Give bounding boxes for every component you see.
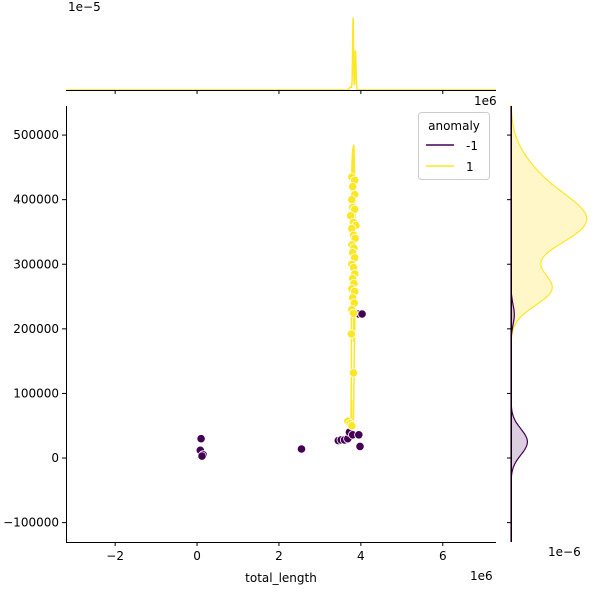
legend-label-1: 1 [466,160,474,174]
x-tick-label: 6 [439,549,447,563]
x-tick-label: 4 [357,549,365,563]
legend-label-neg1: -1 [466,139,478,153]
y-tick-label: 500000 [13,128,59,142]
scatter-point-1 [346,329,356,339]
top-marginal-plot: 1e−5 [66,0,496,94]
scatter-point-1 [347,421,357,431]
legend: anomaly -1 1 [418,112,490,180]
right-marginal-ticks [507,134,511,524]
right-marginal-density-fill-1 [510,104,588,542]
y-tick-label: 100000 [13,386,59,400]
scatter-point-1 [350,204,360,214]
y-tick-label: 0 [51,451,59,465]
scatter-point-neg1 [355,441,365,451]
right-marginal-plot: 1e6 1e−6 [474,94,588,559]
legend-box [418,112,490,180]
x-axis-label: total_length [245,571,317,585]
y-scale-label: 1e6 [474,94,497,108]
x-scale-label: 1e6 [470,569,493,583]
scatter-point-neg1 [357,309,367,319]
legend-title: anomaly [428,119,480,133]
scatter-point-1 [348,368,359,378]
scatter-point-neg1 [296,444,307,454]
x-tick-label: 2 [275,549,283,563]
x-tick-label: −2 [106,549,124,563]
y-tick-label: −100000 [3,516,59,530]
main-plot: −2 0 2 4 6 −100000 0 100000 200000 300000 400000 5… [3,106,496,585]
y-tick-label: 400000 [13,193,59,207]
y-tick-label: 300000 [13,257,59,271]
scatter-point-1 [348,308,359,318]
scatter-point-1 [348,182,358,192]
scatter-point-neg1 [196,434,206,444]
y-tick-label: 200000 [13,322,59,336]
top-marginal-density-curve-1 [66,17,496,91]
scatter-points [195,172,367,461]
top-density-scale-label: 1e−5 [68,0,101,14]
x-tick-label: 0 [193,549,201,563]
scatter-point-neg1 [197,451,207,461]
scatter-point-1 [347,195,357,205]
x-axis-ticks: −2 0 2 4 6 [106,542,447,563]
y-axis-ticks: −100000 0 100000 200000 300000 400000 500000 [3,128,66,530]
right-density-scale-label: 1e−6 [548,545,581,559]
scatter-point-neg1 [354,430,364,440]
